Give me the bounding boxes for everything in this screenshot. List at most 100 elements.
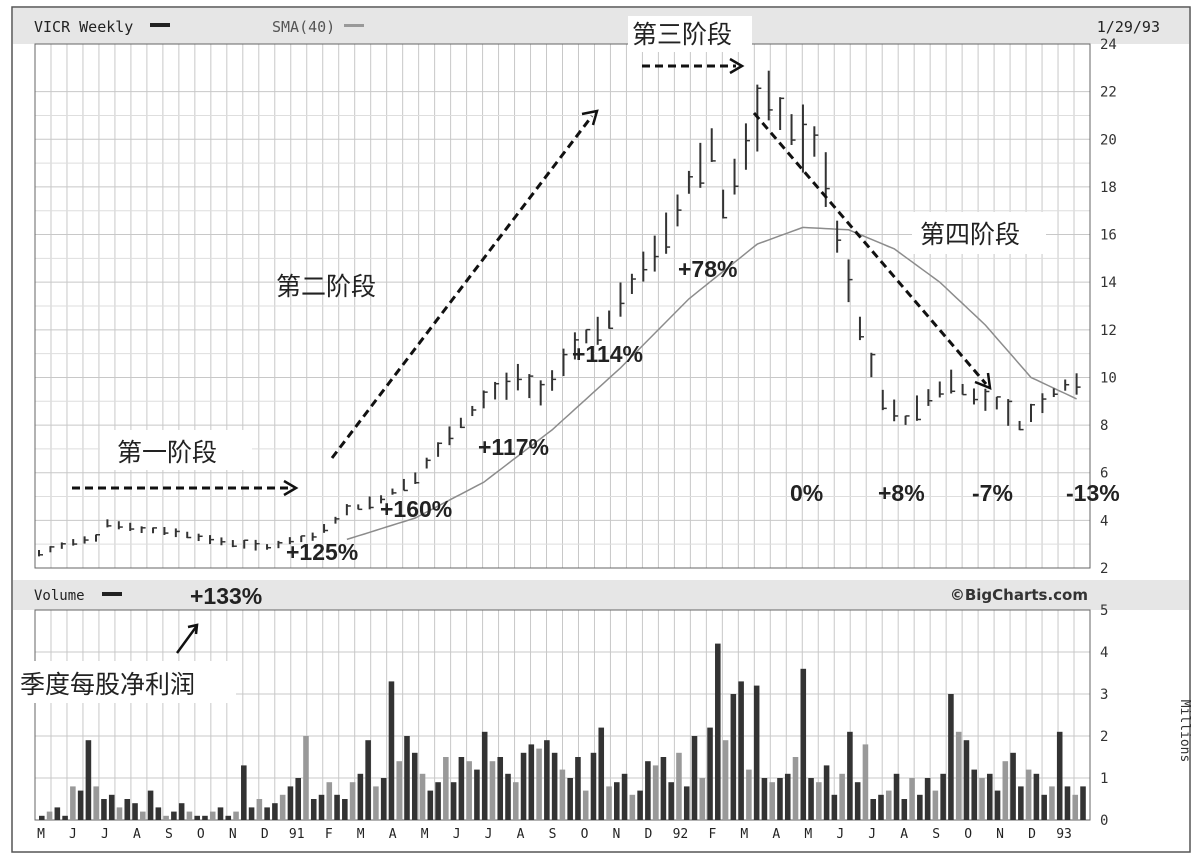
stage2-arrow [330, 115, 594, 459]
volume-bar [279, 794, 286, 820]
eps-arrow [175, 623, 199, 654]
stage2-arrowhead [581, 109, 599, 126]
pct-125: +125% [286, 539, 358, 565]
price-tick-label: 22 [1100, 85, 1117, 101]
volume-bar [909, 778, 915, 820]
volume-bar [699, 778, 706, 820]
sma-label: SMA(40) [272, 18, 335, 36]
volume-bar [108, 794, 115, 820]
price-tick-label: 16 [1100, 228, 1117, 244]
volume-bar [559, 769, 566, 820]
volume-bar [948, 694, 954, 820]
volume-bar [1033, 773, 1040, 820]
volume-bar [629, 794, 636, 820]
volume-bar [435, 782, 441, 820]
volume-bar [147, 790, 154, 820]
volume-bar [862, 744, 869, 820]
x-tick-label: 91 [289, 827, 305, 842]
volume-bar [326, 782, 333, 820]
volume-bar [357, 773, 364, 820]
price-tick-label: 2 [1100, 561, 1108, 577]
volume-bar [388, 681, 395, 820]
x-tick-label: S [549, 827, 557, 842]
x-axis: M J J A S O N D 91 F M A M J J A S O N D 92 F M A M J J A S O N D 93 [37, 827, 1072, 842]
pct-m13: -13% [1066, 480, 1120, 506]
volume-bar [575, 757, 581, 820]
volume-bar [380, 778, 387, 820]
volume-bar [318, 794, 325, 820]
volume-bar [777, 778, 783, 820]
x-tick-label: S [165, 827, 173, 842]
volume-bar [140, 811, 146, 820]
volume-bar [1041, 794, 1047, 820]
volume-bar [489, 761, 496, 820]
pct-0: 0% [790, 480, 823, 506]
volume-bar [986, 773, 993, 820]
sma-layer [346, 226, 1077, 541]
volume-bar [101, 799, 107, 820]
volume-bar [248, 807, 255, 820]
stage4-arrowhead [974, 372, 992, 390]
volume-bar [676, 752, 682, 820]
x-tick-label: A [133, 827, 141, 842]
price-tick-label: 8 [1100, 418, 1108, 434]
pct-117: +117% [478, 434, 549, 460]
volume-bar [528, 744, 535, 820]
stage1-label-bg [100, 430, 252, 470]
sma-line [346, 226, 1077, 541]
pct-114: +114% [572, 341, 643, 367]
volume-bar [551, 752, 558, 820]
volume-bar [225, 815, 232, 820]
volume-bar [334, 794, 340, 820]
x-tick-label: D [261, 827, 269, 842]
x-tick-label: N [613, 827, 621, 842]
price-tick-label: 14 [1100, 275, 1117, 291]
x-tick-label: N [996, 827, 1004, 842]
x-tick-label: J [836, 827, 844, 842]
volume-bar [295, 778, 301, 820]
sma-legend-swatch [344, 24, 364, 27]
eps-growth-labels: +133% +125% +160% +117% +114% +78% 0% +8… [190, 256, 1120, 609]
stage1-label: 第一阶段 [117, 438, 217, 467]
volume-axis-title: Millions [1177, 700, 1192, 763]
pct-160: +160% [380, 496, 452, 522]
volume-bar [233, 811, 239, 820]
volume-bar [544, 740, 550, 820]
volume-bar [932, 790, 939, 820]
volume-bar [917, 794, 923, 820]
volume-bar [870, 799, 876, 820]
stage4-label-bg [912, 212, 1046, 254]
volume-bar [854, 782, 861, 820]
x-tick-label: M [804, 827, 812, 842]
x-tick-label: D [645, 827, 653, 842]
stage4-label: 第四阶段 [920, 220, 1020, 249]
volume-tick-label: 5 [1100, 603, 1108, 619]
volume-bar [924, 778, 931, 820]
volume-bar [738, 681, 744, 820]
volume-bar [264, 807, 270, 820]
volume-bar [707, 727, 713, 820]
volume-bar [955, 731, 962, 820]
x-tick-label: J [485, 827, 493, 842]
x-tick-label: S [932, 827, 940, 842]
price-tick-label: 18 [1100, 180, 1117, 196]
x-tick-label: O [964, 827, 972, 842]
x-tick-label: J [101, 827, 109, 842]
volume-bar [287, 786, 294, 820]
ticker-legend-swatch [150, 23, 170, 27]
volume-bar [831, 794, 838, 820]
volume-bar [124, 799, 131, 820]
x-tick-label: A [900, 827, 908, 842]
volume-bar [761, 778, 768, 820]
volume-bar [901, 799, 908, 820]
chart-frame [11, 6, 1191, 853]
volume-header-strip [13, 580, 1189, 610]
volume-bar [808, 778, 814, 820]
x-tick-label: M [421, 827, 429, 842]
volume-bar [722, 740, 729, 820]
volume-bar [481, 731, 488, 820]
volume-bar [77, 790, 84, 820]
volume-legend-swatch [102, 592, 122, 596]
volume-bar [1080, 786, 1086, 820]
